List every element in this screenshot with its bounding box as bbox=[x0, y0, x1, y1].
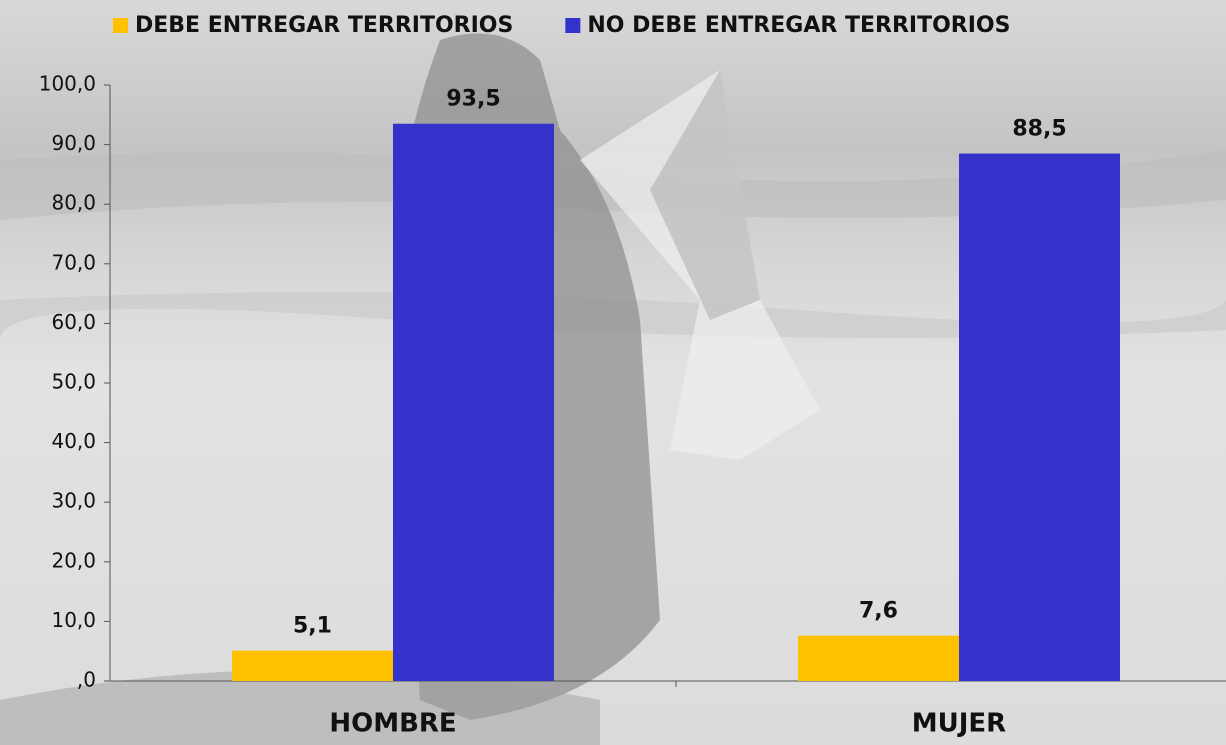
y-tick-label: 20,0 bbox=[51, 548, 96, 572]
x-tick-label: MUJER bbox=[912, 709, 1006, 739]
value-label: 5,1 bbox=[293, 614, 332, 639]
value-label: 88,5 bbox=[1012, 117, 1066, 142]
legend-label: NO DEBE ENTREGAR TERRITORIOS bbox=[587, 13, 1010, 38]
y-tick-label: 90,0 bbox=[51, 131, 96, 155]
y-tick-label: 80,0 bbox=[51, 191, 96, 215]
y-tick-label: 40,0 bbox=[51, 429, 96, 453]
legend-swatch bbox=[565, 18, 581, 33]
y-tick-label: 10,0 bbox=[51, 608, 96, 632]
bar bbox=[959, 153, 1120, 682]
legend-label: DEBE ENTREGAR TERRITORIOS bbox=[135, 13, 513, 38]
bar bbox=[798, 635, 959, 681]
y-tick-label: 50,0 bbox=[51, 370, 96, 394]
value-label: 7,6 bbox=[859, 599, 898, 624]
y-tick-label: 30,0 bbox=[51, 489, 96, 513]
y-tick-label: 60,0 bbox=[51, 310, 96, 334]
y-tick-label: 100,0 bbox=[39, 72, 96, 96]
y-tick-label: 70,0 bbox=[51, 250, 96, 274]
bar bbox=[232, 650, 393, 681]
x-tick-label: HOMBRE bbox=[329, 709, 456, 739]
legend-swatch bbox=[113, 18, 128, 33]
value-label: 93,5 bbox=[446, 87, 500, 112]
bar bbox=[393, 123, 554, 682]
y-tick-label: ,0 bbox=[77, 668, 96, 692]
